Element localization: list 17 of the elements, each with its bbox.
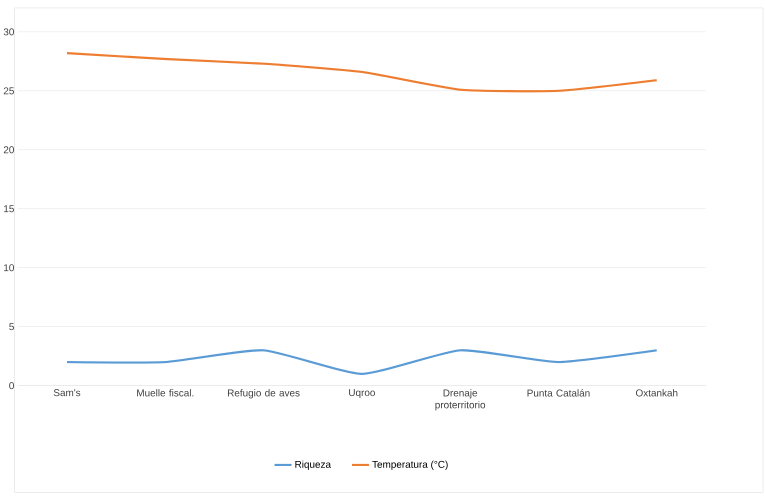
x-tick-label: Drenaje proterritorio bbox=[435, 389, 486, 410]
y-tick-label: 30 bbox=[4, 28, 14, 36]
x-tick-label: Sam's bbox=[54, 389, 80, 396]
x-tick-label: Refugio de aves bbox=[228, 389, 300, 398]
y-tick-label: 10 bbox=[4, 264, 14, 272]
y-tick-label: 0 bbox=[9, 382, 14, 390]
y-tick-label: 5 bbox=[9, 323, 14, 330]
line-series bbox=[66, 52, 658, 92]
x-tick-label: Oxtankah bbox=[636, 389, 678, 396]
legend-label: Riqueza bbox=[295, 460, 332, 470]
x-tick-label: Muelle fiscal. bbox=[137, 389, 194, 396]
y-tick-label: 15 bbox=[4, 205, 14, 212]
y-tick-label: 20 bbox=[4, 146, 14, 154]
legend-label: Temperatura (°C) bbox=[372, 460, 448, 470]
x-tick-label: Punta Catalán bbox=[528, 389, 590, 396]
y-tick-label: 25 bbox=[4, 87, 14, 94]
x-tick-label: Uqroo bbox=[349, 389, 375, 398]
